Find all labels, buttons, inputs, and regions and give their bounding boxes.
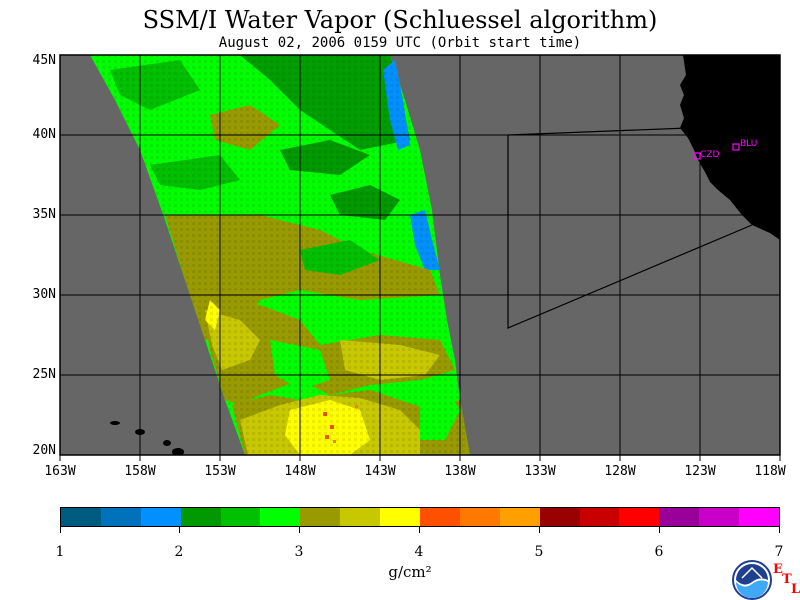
colorbar-tick bbox=[179, 527, 180, 533]
lon-label: 163W bbox=[44, 464, 76, 479]
colorbar-cell bbox=[459, 508, 500, 526]
north-america-landmass bbox=[680, 55, 780, 240]
noaa-logo-icon bbox=[732, 560, 772, 600]
colorbar-cell bbox=[61, 508, 101, 526]
colorbar-cell bbox=[499, 508, 540, 526]
lat-label: 20N bbox=[32, 443, 56, 458]
site-label-czd: CZD bbox=[700, 150, 719, 160]
lon-label: 128W bbox=[604, 464, 636, 479]
lat-label: 35N bbox=[32, 207, 56, 222]
colorbar-tick bbox=[539, 527, 540, 533]
colorbar-label: 3 bbox=[294, 544, 304, 560]
lon-label: 148W bbox=[284, 464, 316, 479]
lon-label: 133W bbox=[524, 464, 556, 479]
lon-label: 123W bbox=[684, 464, 716, 479]
map-subtitle: August 02, 2006 0159 UTC (Orbit start ti… bbox=[218, 35, 582, 51]
colorbar-cell bbox=[739, 508, 780, 526]
colorbar-tick bbox=[60, 527, 61, 533]
colorbar-label: 1 bbox=[55, 544, 65, 560]
colorbar-cell bbox=[140, 508, 181, 526]
colorbar-label: 7 bbox=[774, 544, 784, 560]
colorbar-cell bbox=[340, 508, 381, 526]
colorbar-tick bbox=[419, 527, 420, 533]
lon-label: 153W bbox=[204, 464, 236, 479]
lon-label: 158W bbox=[124, 464, 156, 479]
lat-label: 30N bbox=[32, 287, 56, 302]
data-swath bbox=[90, 55, 470, 455]
colorbar-cell bbox=[579, 508, 620, 526]
colorbar-label: 5 bbox=[534, 544, 544, 560]
colorbar-unit: g/cm² bbox=[388, 563, 432, 581]
colorbar-cell bbox=[420, 508, 460, 526]
colorbar-tick bbox=[779, 527, 780, 533]
colorbar-cell bbox=[659, 508, 700, 526]
lon-label: 118W bbox=[754, 464, 786, 479]
colorbar-cell bbox=[220, 508, 261, 526]
domain-outline bbox=[507, 127, 753, 329]
site-markers bbox=[693, 143, 740, 160]
lat-lon-grid bbox=[60, 55, 780, 455]
colorbar-cell bbox=[619, 508, 660, 526]
hawaii-islands bbox=[110, 421, 184, 455]
map-title: SSM/I Water Vapor (Schluessel algorithm) bbox=[142, 6, 658, 34]
etl-letter: E bbox=[773, 562, 783, 577]
colorbar-label: 2 bbox=[174, 544, 184, 560]
colorbar-label: 4 bbox=[414, 544, 424, 560]
colorbar-tick bbox=[299, 527, 300, 533]
etl-letter: L bbox=[791, 582, 800, 597]
lat-label: 25N bbox=[32, 367, 56, 382]
colorbar-cell bbox=[539, 508, 580, 526]
colorbar-label: 6 bbox=[654, 544, 664, 560]
map-frame bbox=[59, 54, 781, 456]
colorbar-cell bbox=[300, 508, 341, 526]
colorbar-cell bbox=[180, 508, 221, 526]
lon-label: 138W bbox=[444, 464, 476, 479]
site-label-blu: BLU bbox=[740, 139, 757, 149]
lat-label: 40N bbox=[32, 127, 56, 142]
colorbar bbox=[60, 507, 780, 527]
colorbar-cell bbox=[380, 508, 421, 526]
colorbar-cell bbox=[699, 508, 740, 526]
colorbar-cell bbox=[260, 508, 301, 526]
etl-letter: T bbox=[782, 572, 792, 587]
colorbar-cell bbox=[100, 508, 141, 526]
lat-label: 45N bbox=[32, 53, 56, 68]
lon-label: 143W bbox=[364, 464, 396, 479]
colorbar-tick bbox=[659, 527, 660, 533]
